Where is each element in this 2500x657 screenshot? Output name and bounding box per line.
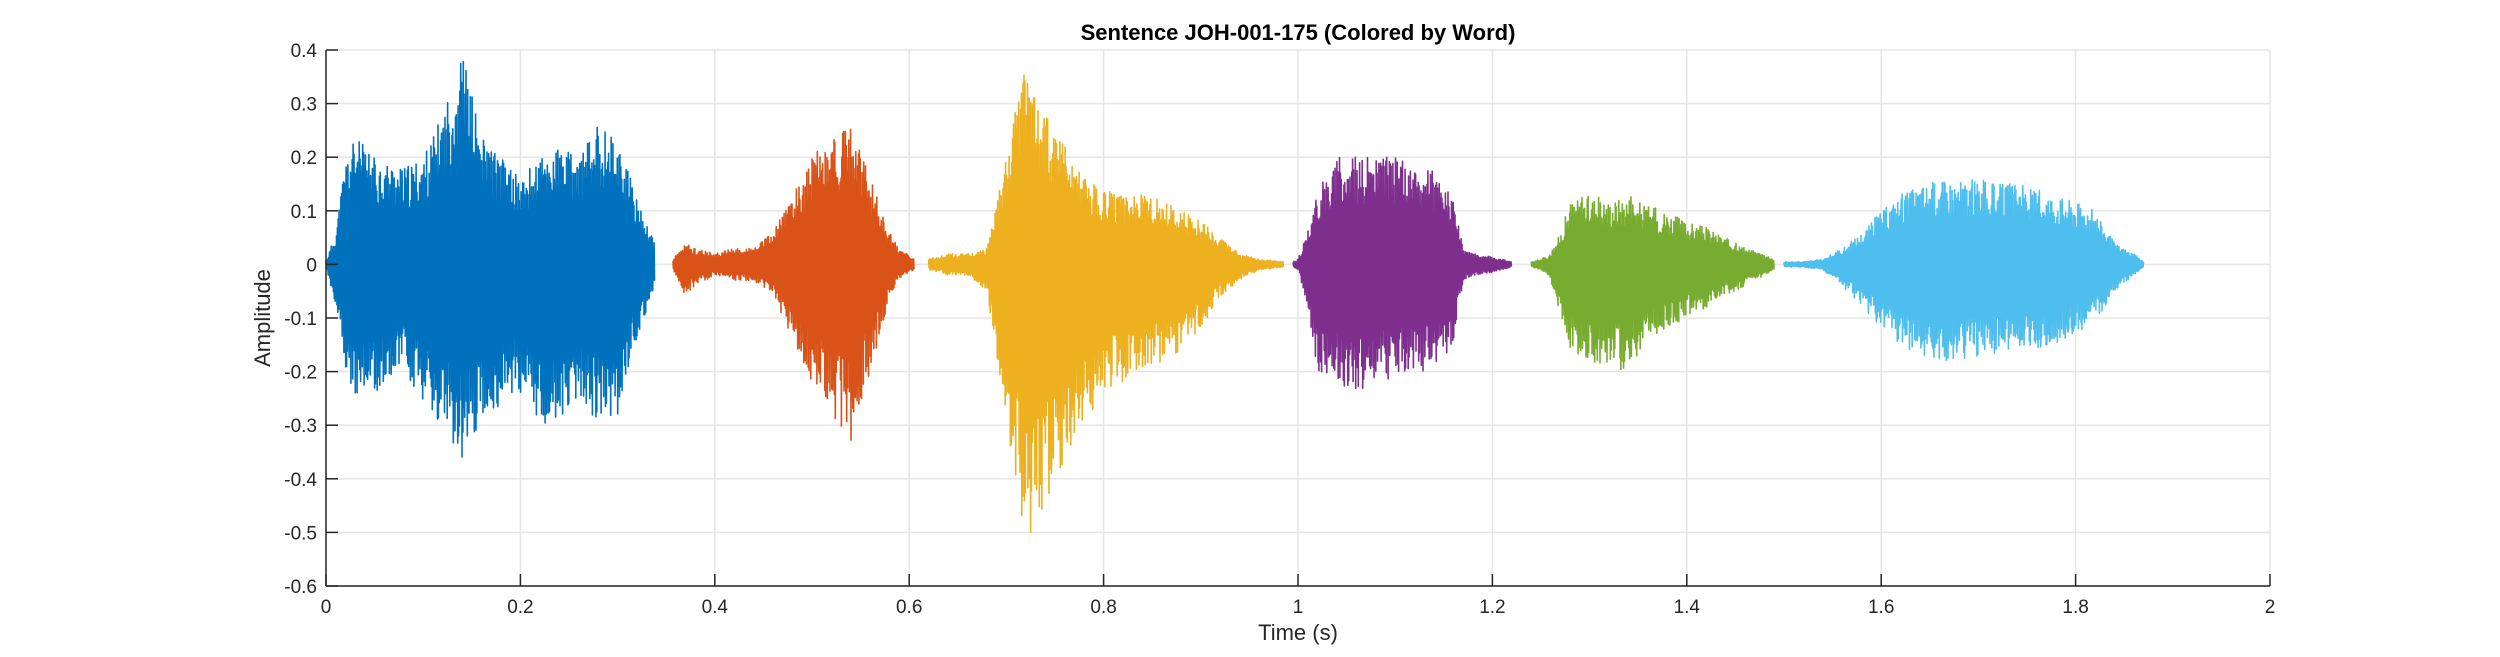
x-tick-label: 1.2 bbox=[1479, 597, 1505, 618]
x-tick-label: 0.8 bbox=[1090, 597, 1116, 618]
y-tick-label: -0.4 bbox=[284, 470, 317, 491]
x-tick-label: 2 bbox=[2265, 597, 2276, 618]
x-tick-label: 0.6 bbox=[896, 597, 922, 618]
x-tick-label: 0 bbox=[321, 597, 332, 618]
tick-labels: 0 0.2 0.4 0.6 0.8 1 1.2 1.4 1.6 1.8 2 -0.6 -0.5 -0.4 -… bbox=[284, 41, 2275, 618]
x-axis-label: Time (s) bbox=[1258, 620, 1338, 645]
x-tick-label: 0.2 bbox=[507, 597, 533, 618]
x-tick-label: 1.4 bbox=[1674, 597, 1701, 618]
x-tick-label: 1.6 bbox=[1868, 597, 1894, 618]
y-tick-label: 0.2 bbox=[291, 148, 317, 169]
y-tick-label: -0.3 bbox=[284, 416, 317, 437]
y-tick-label: 0.1 bbox=[291, 202, 317, 223]
y-axis-label: Amplitude bbox=[250, 269, 275, 367]
x-tick-label: 1 bbox=[1293, 597, 1304, 618]
word-waveform-4 bbox=[1292, 156, 1513, 390]
word-waveform-6 bbox=[1783, 179, 2145, 362]
word-waveform-5 bbox=[1530, 195, 1775, 371]
word-waveform-3 bbox=[927, 74, 1285, 534]
y-tick-label: 0 bbox=[306, 255, 317, 276]
x-tick-label: 1.8 bbox=[2062, 597, 2088, 618]
waveform-series bbox=[325, 60, 2145, 534]
y-tick-label: -0.6 bbox=[284, 577, 317, 598]
x-tick-label: 0.4 bbox=[702, 597, 729, 618]
y-tick-label: 0.3 bbox=[291, 95, 317, 116]
y-tick-label: 0.4 bbox=[291, 41, 318, 62]
word-waveform-1 bbox=[325, 60, 656, 458]
y-tick-label: -0.1 bbox=[284, 309, 317, 330]
axes bbox=[325, 49, 2271, 587]
chart-title: Sentence JOH-001-175 (Colored by Word) bbox=[1081, 20, 1516, 45]
y-tick-label: -0.5 bbox=[284, 523, 317, 544]
y-tick-label: -0.2 bbox=[284, 363, 317, 384]
word-waveform-2 bbox=[672, 128, 915, 441]
